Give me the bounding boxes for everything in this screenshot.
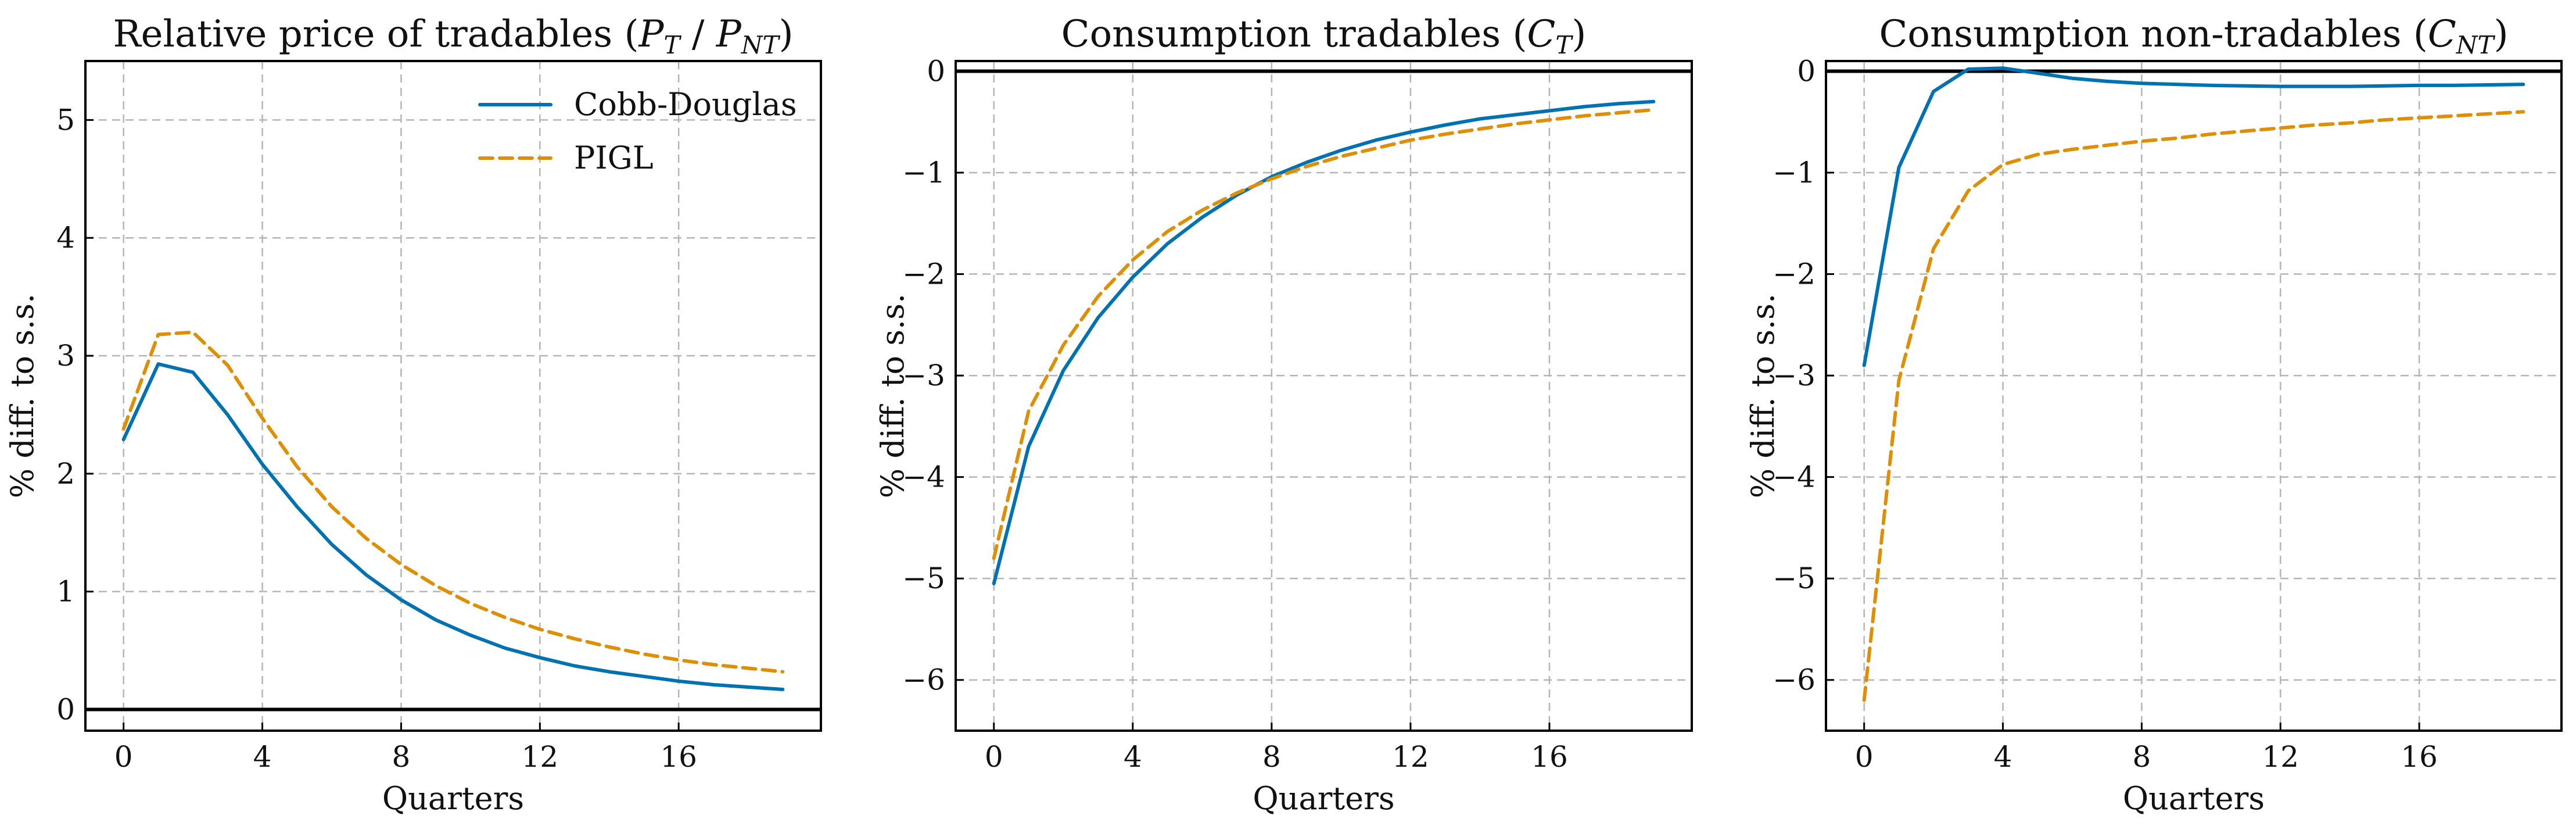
x-tick-label: 12 [2262, 740, 2299, 774]
title-text: Consumption tradables ( [1061, 13, 1527, 56]
x-tick-label: 4 [253, 740, 272, 774]
title-close: ) [1572, 13, 1586, 56]
title-subscript: NT [2456, 31, 2496, 59]
series-line-cobb-douglas [992, 99, 1656, 585]
y-tick-label: 0 [927, 54, 945, 88]
x-tick-label: 8 [2133, 740, 2151, 774]
x-tick-label: 4 [1124, 740, 1142, 774]
x-tick-label: 8 [392, 740, 411, 774]
y-tick-label: −2 [902, 258, 945, 291]
series-line-cobb-douglas [121, 362, 785, 691]
title-close: ) [2494, 13, 2509, 56]
series-group [121, 330, 785, 691]
title-subscript: T [1555, 31, 1573, 59]
x-tick-label: 0 [1855, 740, 1874, 774]
title-subscript: NT [741, 31, 781, 59]
x-axis-label: Quarters [382, 780, 524, 817]
x-tick-label: 0 [985, 740, 1003, 774]
title-subscript: T [663, 31, 681, 59]
x-axis-label: Quarters [1253, 780, 1394, 817]
legend: Cobb-Douglas PIGL [478, 86, 797, 176]
title-close: ) [779, 13, 794, 56]
y-tick-label: −5 [902, 562, 945, 595]
y-tick-label: −3 [902, 359, 945, 392]
y-tick-label: −2 [1773, 258, 1816, 291]
series-line-cobb-douglas [1862, 66, 2525, 367]
title-variable: P [716, 13, 742, 56]
x-tick-label: 16 [660, 740, 697, 774]
y-tick-label: 3 [56, 339, 75, 373]
series-line-pigl [1862, 110, 2525, 702]
x-tick-label: 0 [114, 740, 133, 774]
y-tick-label: −5 [1773, 562, 1816, 595]
x-tick-label: 12 [1392, 740, 1429, 774]
title-text: Relative price of tradables ( [113, 13, 638, 56]
y-tick-label: 0 [1797, 54, 1816, 88]
y-axis-label: % diff. to s.s. [874, 294, 911, 498]
y-tick-label: 0 [56, 692, 75, 726]
legend-label: Cobb-Douglas [574, 86, 797, 123]
y-tick-label: −1 [1773, 156, 1816, 190]
x-tick-label: 8 [1262, 740, 1281, 774]
y-axis-label: % diff. to s.s. [1745, 294, 1781, 498]
title-variable: C [1527, 13, 1555, 56]
y-tick-label: −1 [902, 156, 945, 190]
x-tick-label: 16 [2401, 740, 2438, 774]
series-line-pigl [121, 330, 785, 674]
plot-frame [1825, 60, 2563, 732]
legend-label: PIGL [574, 140, 654, 176]
y-tick-label: 2 [56, 457, 75, 491]
y-axis-label: % diff. to s.s. [4, 294, 41, 498]
panel-consumption-non-tradables: 0 4 8 12 16 0 −1 −2 −3 −4 −5 −6 Quarters % diff. to s… [1745, 13, 2563, 817]
y-tick-label: −6 [902, 663, 945, 697]
series-line-pigl [992, 108, 1656, 560]
plot-frame [84, 60, 822, 732]
y-tick-label: −4 [1773, 460, 1816, 494]
x-tick-label: 12 [521, 740, 558, 774]
title-text: Consumption non-tradables ( [1879, 13, 2427, 56]
panel-title: Relative price of tradables (PT / PNT) [113, 13, 793, 59]
x-axis-label: Quarters [2123, 780, 2265, 817]
x-tick-label: 16 [1531, 740, 1568, 774]
y-tick-label: 1 [56, 575, 75, 609]
y-tick-label: 5 [56, 103, 75, 137]
series-group [992, 99, 1656, 585]
plot-frame [955, 60, 1693, 732]
x-tick-label: 4 [1994, 740, 2012, 774]
title-separator: / [680, 13, 716, 56]
panel-title: Consumption non-tradables (CNT) [1879, 13, 2508, 59]
panel-title: Consumption tradables (CT) [1061, 13, 1587, 59]
y-tick-label: −3 [1773, 359, 1816, 392]
y-tick-label: 4 [56, 221, 75, 255]
y-tick-label: −4 [902, 460, 945, 494]
y-tick-label: −6 [1773, 663, 1816, 697]
panel-consumption-tradables: 0 4 8 12 16 0 −1 −2 −3 −4 −5 −6 Quarters % diff. to s… [874, 13, 1693, 817]
title-variable: P [638, 13, 664, 56]
title-variable: C [2428, 13, 2456, 56]
series-group [1862, 66, 2525, 702]
